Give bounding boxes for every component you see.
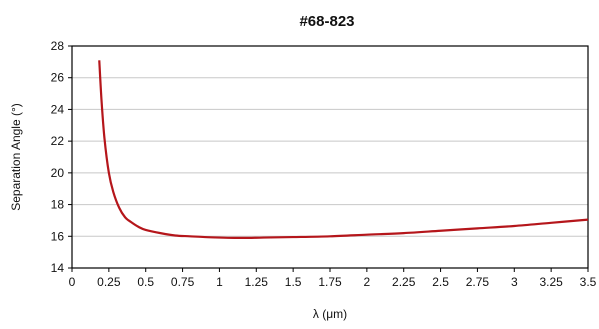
- x-tick-label: 1.25: [245, 275, 269, 289]
- x-tick-label: 0: [69, 275, 76, 289]
- y-tick-label: 18: [51, 198, 65, 212]
- x-tick-label: 1.5: [285, 275, 302, 289]
- y-tick-label: 16: [51, 229, 65, 243]
- x-tick-label: 0.5: [137, 275, 154, 289]
- chart-title: #68-823: [299, 13, 354, 30]
- x-tick-label: 2.25: [392, 275, 416, 289]
- x-tick-label: 1.75: [318, 275, 342, 289]
- x-tick-label: 0.75: [171, 275, 195, 289]
- x-tick-label: 2: [364, 275, 371, 289]
- y-tick-label: 26: [51, 71, 65, 85]
- y-axis-label: Separation Angle (°): [9, 103, 23, 211]
- x-tick-label: 0.25: [97, 275, 121, 289]
- x-axis: 0 0.25 0.5 0.75 1 1.25 1.5 1.75 2 2.25 2.5 2.75 3 3.2…: [69, 268, 597, 289]
- y-axis: 14 16 18 20 22 24 26 28: [51, 39, 72, 275]
- y-tick-label: 28: [51, 39, 65, 53]
- x-tick-label: 3.5: [580, 275, 597, 289]
- y-tick-label: 20: [51, 166, 65, 180]
- grid-lines: [72, 77, 588, 237]
- series-line: [98, 60, 589, 240]
- y-tick-label: 14: [51, 261, 65, 275]
- x-tick-label: 2.5: [432, 275, 449, 289]
- x-tick-label: 2.75: [466, 275, 490, 289]
- y-tick-label: 22: [51, 134, 65, 148]
- x-tick-label: 1: [216, 275, 223, 289]
- plot-frame: [71, 45, 589, 269]
- y-tick-label: 24: [51, 102, 65, 116]
- x-tick-label: 3.25: [539, 275, 563, 289]
- x-tick-label: 3: [511, 275, 518, 289]
- x-axis-label: λ (μm): [313, 307, 347, 321]
